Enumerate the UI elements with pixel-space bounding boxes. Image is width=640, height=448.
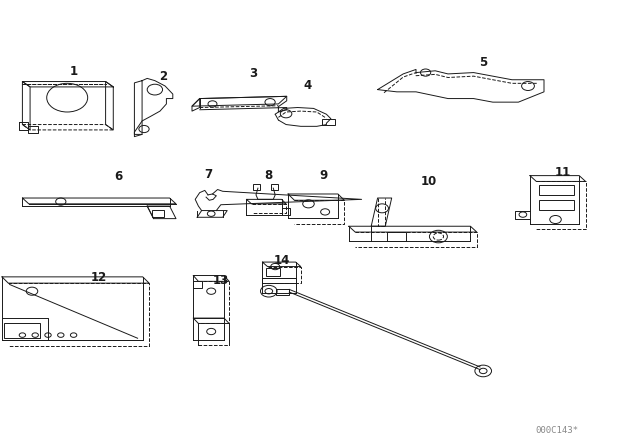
Text: 6: 6 bbox=[115, 170, 122, 184]
Text: 11: 11 bbox=[555, 166, 572, 179]
Text: 3: 3 bbox=[249, 67, 257, 81]
Text: 5: 5 bbox=[479, 56, 487, 69]
Bar bbox=[276, 289, 289, 295]
Text: 10: 10 bbox=[420, 175, 437, 188]
Text: 14: 14 bbox=[273, 254, 290, 267]
Bar bbox=[152, 210, 164, 217]
Text: 13: 13 bbox=[212, 273, 229, 287]
Bar bbox=[4, 323, 40, 338]
Bar bbox=[539, 185, 574, 195]
Bar bbox=[253, 184, 260, 190]
Text: 9: 9 bbox=[319, 169, 327, 182]
Text: 1: 1 bbox=[70, 65, 77, 78]
Bar bbox=[322, 119, 335, 125]
Bar bbox=[193, 281, 202, 288]
Bar bbox=[271, 184, 278, 190]
Bar bbox=[387, 232, 406, 241]
Text: 7: 7 bbox=[204, 168, 212, 181]
Bar bbox=[539, 200, 574, 210]
Text: 8: 8 bbox=[265, 169, 273, 182]
Text: 12: 12 bbox=[91, 271, 108, 284]
Text: 2: 2 bbox=[159, 69, 167, 83]
Text: 4: 4 bbox=[303, 78, 311, 92]
Text: 000C143*: 000C143* bbox=[535, 426, 579, 435]
Bar bbox=[266, 268, 280, 276]
